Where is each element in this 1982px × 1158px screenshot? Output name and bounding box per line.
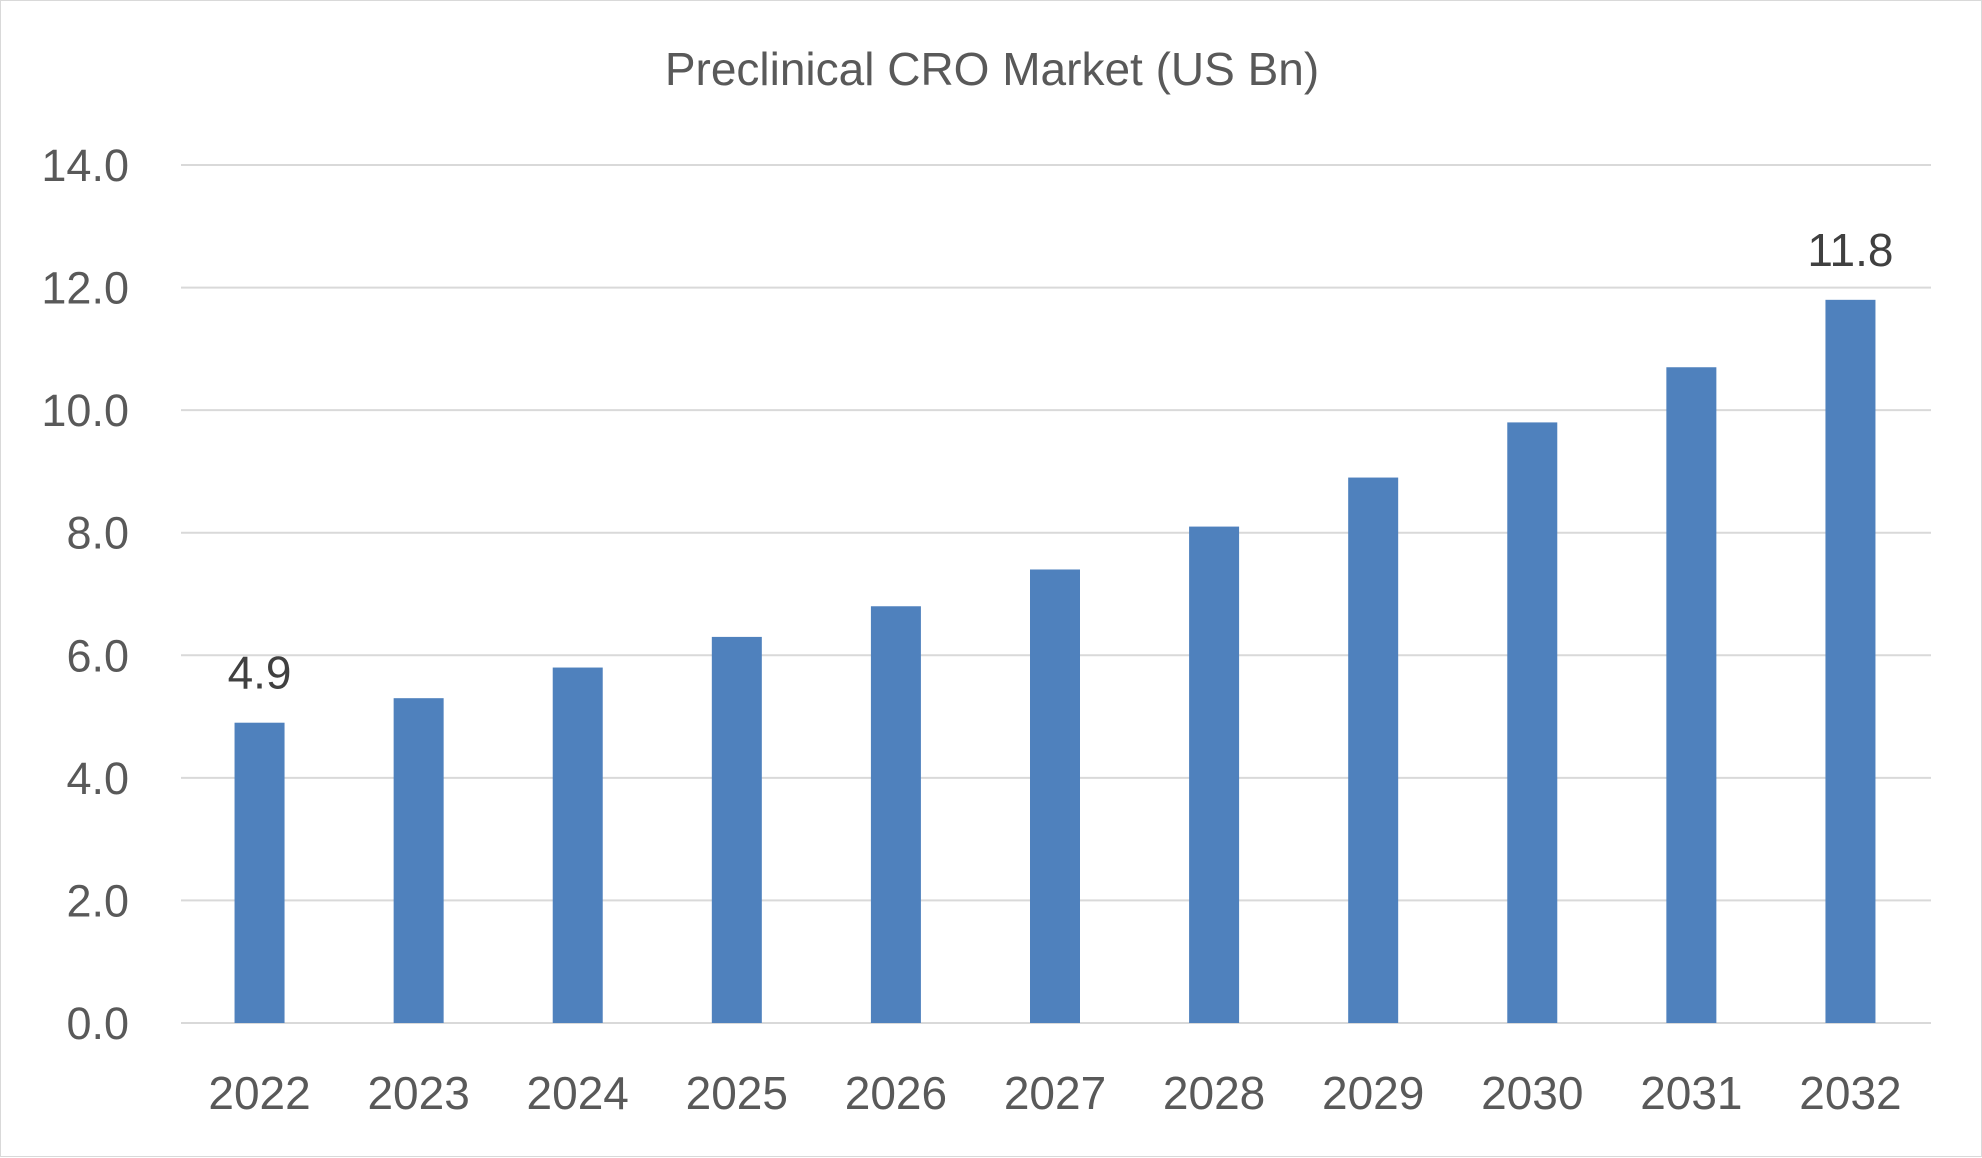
bar-2027 <box>1030 569 1080 1023</box>
x-tick-label: 2027 <box>1004 1067 1106 1119</box>
x-tick-label: 2023 <box>367 1067 469 1119</box>
y-axis-ticks: 0.0 2.0 4.0 6.0 8.0 10.0 12.0 14.0 <box>41 140 129 1049</box>
y-tick-label: 12.0 <box>41 263 129 314</box>
bar-2024 <box>552 667 603 1023</box>
data-label: 4.9 <box>228 647 292 699</box>
bar-2030 <box>1507 422 1558 1023</box>
data-labels: 4.9 11.8 <box>228 224 1894 699</box>
x-tick-label: 2026 <box>845 1067 947 1119</box>
bar-2026 <box>870 606 921 1023</box>
x-axis-ticks: 2022 2023 2024 2025 2026 2027 2028 2029 2030 2031… <box>208 1067 1901 1119</box>
y-tick-label: 10.0 <box>41 385 129 436</box>
y-tick-label: 0.0 <box>66 998 129 1049</box>
bar-2031 <box>1666 367 1717 1023</box>
x-tick-label: 2025 <box>686 1067 788 1119</box>
bar-2022 <box>234 722 285 1023</box>
y-tick-label: 14.0 <box>41 140 129 191</box>
y-tick-label: 2.0 <box>66 875 129 926</box>
x-tick-label: 2022 <box>208 1067 310 1119</box>
y-tick-label: 6.0 <box>66 630 129 681</box>
bar-2028 <box>1189 526 1240 1023</box>
bar-2025 <box>711 636 762 1023</box>
bar-2023 <box>393 698 444 1023</box>
x-tick-label: 2028 <box>1163 1067 1265 1119</box>
y-tick-label: 8.0 <box>66 508 129 559</box>
x-tick-label: 2029 <box>1322 1067 1424 1119</box>
x-tick-label: 2024 <box>527 1067 629 1119</box>
x-tick-label: 2032 <box>1799 1067 1901 1119</box>
data-label: 11.8 <box>1807 224 1893 276</box>
bar-2029 <box>1348 477 1399 1023</box>
bar-2032 <box>1825 299 1876 1023</box>
chart-title: Preclinical CRO Market (US Bn) <box>665 43 1319 95</box>
bars <box>234 299 1876 1023</box>
y-tick-label: 4.0 <box>66 753 129 804</box>
x-tick-label: 2031 <box>1640 1067 1742 1119</box>
x-tick-label: 2030 <box>1481 1067 1583 1119</box>
